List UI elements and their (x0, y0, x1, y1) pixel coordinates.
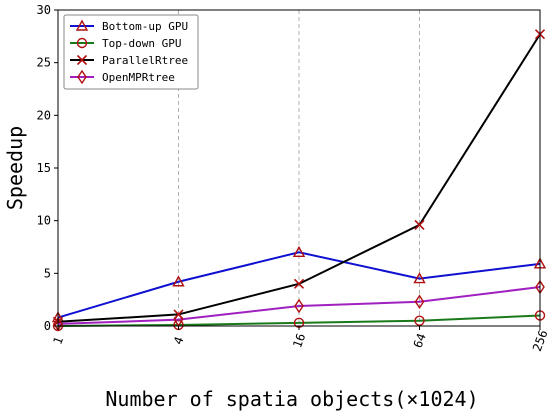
y-tick-label: 20 (37, 108, 51, 122)
triangle-marker (75, 19, 89, 31)
legend-item: ParallelRtree (70, 54, 188, 67)
legend-label: ParallelRtree (102, 54, 188, 67)
triangle-marker (292, 245, 306, 257)
x-tick-label: 4 (171, 335, 187, 347)
y-tick-label: 10 (37, 214, 51, 228)
triangle-marker (413, 272, 426, 284)
y-tick-label: 30 (37, 3, 51, 17)
x-marker-stroke (414, 219, 425, 230)
legend-box (63, 14, 199, 90)
x-marker-stroke (293, 278, 305, 289)
x-axis-title: Number of spatia objects(×1024) (105, 387, 478, 411)
y-tick-label: 0 (44, 319, 51, 333)
x-tick-label: 256 (530, 328, 550, 353)
legend: Bottom-up GPU Top-down GPU ParallelRtree Op… (63, 14, 199, 90)
triangle-marker (172, 275, 185, 287)
x-tick-label: 64 (411, 331, 429, 349)
series-line (57, 251, 541, 319)
x-marker (293, 278, 305, 289)
legend-label: Bottom-up GPU (102, 20, 188, 33)
series-layer (51, 29, 547, 332)
x-marker (414, 219, 425, 230)
y-axis-title: Speedup (3, 126, 27, 210)
legend-item: Bottom-up GPU (70, 19, 188, 33)
x-axis: 1 4 16 64 256 (50, 326, 550, 353)
x-tick-label: 1 (50, 335, 66, 347)
legend-label: OpenMPRtree (102, 71, 175, 84)
circle-marker (414, 315, 425, 326)
series-parallelrtree (52, 29, 546, 327)
series-line (57, 314, 541, 327)
y-axis: 0 5 10 15 20 25 30 (37, 3, 58, 333)
legend-label: Top-down GPU (102, 37, 181, 50)
x-marker-stroke (76, 54, 88, 66)
diamond-marker (414, 294, 425, 310)
legend-item: Top-down GPU (70, 37, 181, 50)
diamond-marker (77, 69, 87, 85)
x-tick-label: 16 (290, 331, 308, 349)
x-marker (76, 54, 88, 66)
series-line (57, 286, 541, 325)
circle-marker (76, 37, 88, 49)
legend-item: OpenMPRtree (70, 69, 175, 85)
y-tick-label: 5 (44, 266, 51, 280)
y-tick-label: 15 (37, 161, 51, 175)
diamond-marker (294, 298, 304, 314)
y-tick-label: 25 (37, 56, 51, 70)
